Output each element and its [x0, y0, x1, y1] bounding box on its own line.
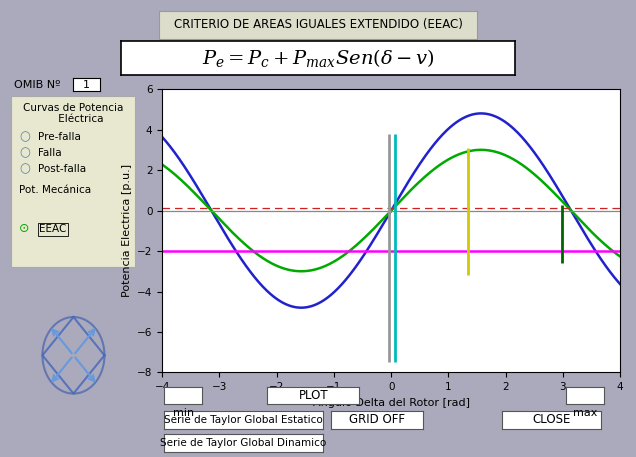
Text: Curvas de Potencia
     Eléctrica: Curvas de Potencia Eléctrica	[23, 103, 123, 124]
Text: EEAC: EEAC	[39, 224, 67, 234]
Text: ○: ○	[19, 131, 30, 143]
X-axis label: Angulo Delta del Rotor [rad]: Angulo Delta del Rotor [rad]	[313, 398, 469, 408]
Text: ○: ○	[19, 147, 30, 159]
Text: 1: 1	[83, 80, 90, 90]
Text: max: max	[573, 408, 597, 418]
Text: CRITERIO DE AREAS IGUALES EXTENDIDO (EEAC): CRITERIO DE AREAS IGUALES EXTENDIDO (EEA…	[174, 18, 462, 31]
Text: Serie de Taylor Global Dinamico: Serie de Taylor Global Dinamico	[160, 438, 327, 448]
Y-axis label: Potencia Electrica [p.u.]: Potencia Electrica [p.u.]	[121, 164, 132, 298]
Text: GRID OFF: GRID OFF	[349, 414, 405, 426]
Text: Falla: Falla	[38, 148, 62, 158]
Text: Pre-falla: Pre-falla	[38, 132, 81, 142]
Text: CLOSE: CLOSE	[532, 414, 571, 426]
Text: PLOT: PLOT	[298, 389, 328, 402]
Text: ○: ○	[19, 163, 30, 175]
Text: $P_e = P_c + P_{max}Sen(\delta - v)$: $P_e = P_c + P_{max}Sen(\delta - v)$	[202, 47, 434, 69]
Text: Serie de Taylor Global Estatico: Serie de Taylor Global Estatico	[164, 415, 323, 425]
Text: Post-falla: Post-falla	[38, 164, 86, 174]
Text: OMIB Nº: OMIB Nº	[14, 80, 60, 90]
Text: ⊙: ⊙	[19, 222, 30, 235]
Text: Pot. Mecánica: Pot. Mecánica	[19, 185, 91, 195]
Text: min: min	[172, 408, 194, 418]
